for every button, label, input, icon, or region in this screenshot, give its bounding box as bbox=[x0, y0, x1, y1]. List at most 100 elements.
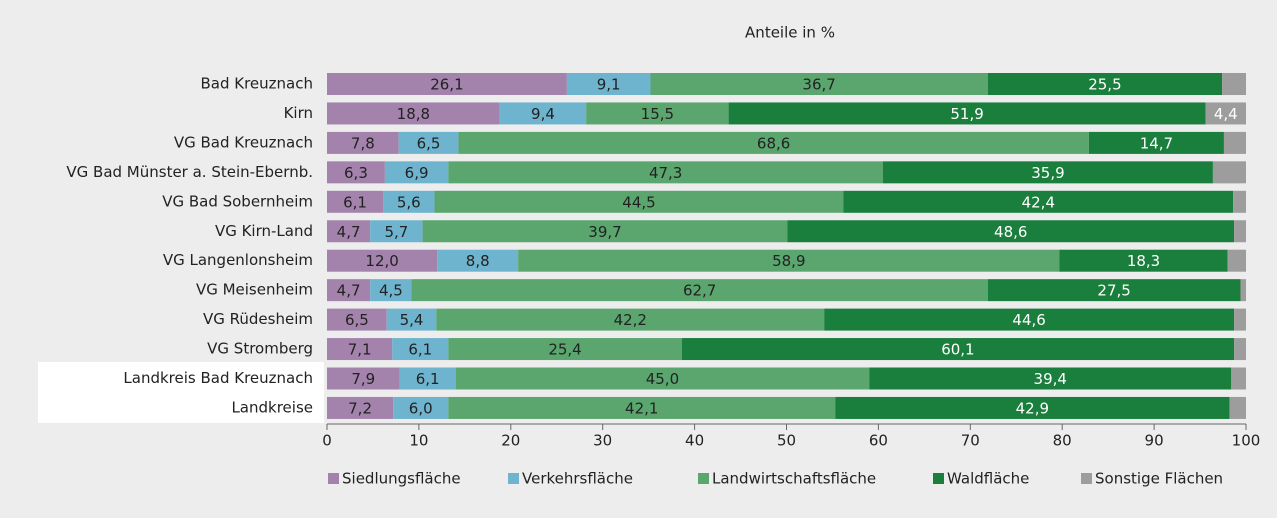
data-label: 39,4 bbox=[1034, 370, 1067, 388]
legend-label: Waldfläche bbox=[947, 470, 1029, 488]
bar-segment bbox=[327, 396, 394, 419]
y-tick-label: Bad Kreuznach bbox=[200, 75, 313, 93]
bar-segment bbox=[327, 73, 567, 95]
bar-segment bbox=[386, 308, 437, 331]
bar-segment bbox=[650, 73, 988, 95]
bar-segment bbox=[987, 279, 1241, 302]
data-label: 6,0 bbox=[409, 399, 433, 417]
bar-segment bbox=[1231, 367, 1246, 390]
data-label: 51,9 bbox=[950, 105, 983, 123]
y-tick-label: VG Rüdesheim bbox=[203, 310, 313, 328]
data-label: 7,8 bbox=[351, 134, 375, 152]
x-tick-label: 20 bbox=[501, 432, 520, 450]
data-label: 14,7 bbox=[1140, 134, 1173, 152]
legend-swatch bbox=[1081, 473, 1092, 484]
data-label: 47,3 bbox=[649, 164, 682, 182]
bar-segment bbox=[1088, 131, 1224, 154]
legend-swatch bbox=[328, 473, 339, 484]
bar-segment bbox=[882, 161, 1213, 184]
bar-segment bbox=[384, 161, 449, 184]
x-tick-label: 80 bbox=[1053, 432, 1072, 450]
x-tick-label: 0 bbox=[322, 432, 332, 450]
data-label: 68,6 bbox=[757, 134, 790, 152]
data-label: 42,1 bbox=[625, 399, 658, 417]
data-label: 18,8 bbox=[397, 105, 430, 123]
data-label: 8,8 bbox=[466, 252, 490, 270]
data-label: 7,2 bbox=[348, 399, 372, 417]
bar-segment bbox=[327, 367, 400, 390]
bar-segment bbox=[1234, 338, 1246, 361]
data-label: 7,1 bbox=[348, 341, 372, 359]
bar-segment bbox=[518, 249, 1060, 272]
y-tick-label: VG Bad Münster a. Stein-Ebernb. bbox=[66, 163, 313, 181]
bar-segment bbox=[448, 161, 883, 184]
data-label: 62,7 bbox=[683, 282, 716, 300]
data-label: 60,1 bbox=[941, 341, 974, 359]
x-tick-label: 10 bbox=[409, 432, 428, 450]
y-tick-label: VG Kirn-Land bbox=[215, 222, 313, 240]
bar-segment bbox=[1212, 161, 1246, 184]
x-tick-label: 50 bbox=[777, 432, 796, 450]
data-label: 6,1 bbox=[408, 341, 432, 359]
legend-label: Verkehrsfläche bbox=[522, 470, 633, 488]
bar-segment bbox=[393, 396, 449, 419]
data-label: 42,9 bbox=[1016, 399, 1049, 417]
bar-segment bbox=[399, 367, 456, 390]
bar-segment bbox=[586, 102, 729, 125]
bar-segment bbox=[869, 367, 1232, 390]
bar-segment bbox=[327, 131, 399, 154]
bar-segment bbox=[448, 396, 836, 419]
y-tick-label: Landkreis Bad Kreuznach bbox=[123, 369, 313, 387]
data-label: 36,7 bbox=[802, 76, 835, 94]
bar-segment bbox=[987, 73, 1223, 95]
data-label: 25,5 bbox=[1088, 76, 1121, 94]
bar-segment bbox=[566, 73, 651, 95]
bar-segment bbox=[434, 190, 844, 213]
data-label: 6,5 bbox=[417, 134, 441, 152]
bar-segment bbox=[835, 396, 1230, 419]
bar-segment bbox=[327, 279, 371, 302]
bar-segment bbox=[1234, 308, 1246, 331]
data-label: 44,5 bbox=[622, 193, 655, 211]
bar-segment bbox=[422, 220, 788, 243]
bar-segment bbox=[437, 249, 519, 272]
legend-swatch bbox=[508, 473, 519, 484]
data-label: 6,1 bbox=[416, 370, 440, 388]
bar-segment bbox=[1229, 396, 1246, 419]
bar-segment bbox=[327, 102, 500, 125]
bar-segment bbox=[455, 367, 870, 390]
data-label: 45,0 bbox=[646, 370, 679, 388]
y-tick-label: Kirn bbox=[284, 104, 313, 122]
data-label: 48,6 bbox=[994, 223, 1027, 241]
bar-segment bbox=[1234, 220, 1246, 243]
bar-segment bbox=[787, 220, 1235, 243]
bar-segment bbox=[370, 279, 412, 302]
data-label: 9,4 bbox=[531, 105, 555, 123]
bar-segment bbox=[843, 190, 1234, 213]
y-tick-label: VG Bad Kreuznach bbox=[174, 133, 313, 151]
data-label: 44,6 bbox=[1012, 311, 1045, 329]
data-label: 5,6 bbox=[397, 193, 421, 211]
chart-title: Anteile in % bbox=[745, 24, 835, 42]
bar-segment bbox=[327, 338, 393, 361]
x-tick-label: 90 bbox=[1145, 432, 1164, 450]
bar-segment bbox=[824, 308, 1235, 331]
x-tick-label: 100 bbox=[1232, 432, 1261, 450]
data-label: 27,5 bbox=[1097, 282, 1130, 300]
data-label: 4,4 bbox=[1214, 105, 1238, 123]
data-label: 42,4 bbox=[1022, 193, 1055, 211]
y-tick-label: VG Stromberg bbox=[207, 340, 313, 358]
bar-segment bbox=[458, 131, 1089, 154]
data-label: 26,1 bbox=[430, 76, 463, 94]
bar-segment bbox=[1059, 249, 1228, 272]
legend-label: Sonstige Flächen bbox=[1095, 470, 1223, 488]
data-label: 58,9 bbox=[772, 252, 805, 270]
bar-segment bbox=[681, 338, 1235, 361]
data-label: 5,7 bbox=[384, 223, 408, 241]
data-label: 35,9 bbox=[1031, 164, 1064, 182]
bar-segment bbox=[398, 131, 459, 154]
x-tick-label: 30 bbox=[593, 432, 612, 450]
data-label: 4,7 bbox=[337, 223, 361, 241]
bar-segment bbox=[1227, 249, 1246, 272]
bar-segment bbox=[411, 279, 988, 302]
